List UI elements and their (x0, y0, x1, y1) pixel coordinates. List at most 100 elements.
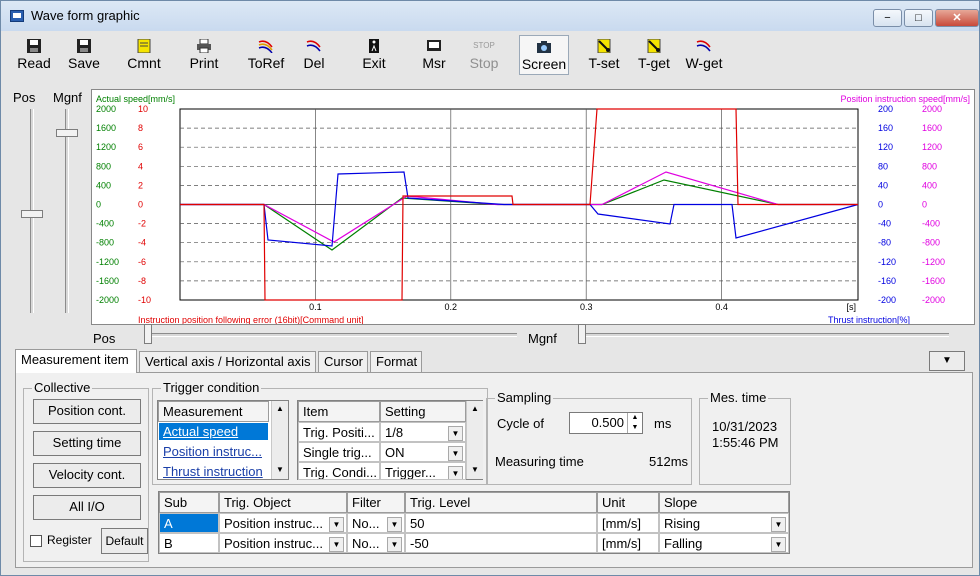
measurement-listbox[interactable]: Measurement Actual speed Position instru… (157, 400, 289, 480)
position-cont-button[interactable]: Position cont. (33, 399, 141, 424)
left-error-tick: 2 (138, 180, 143, 190)
left-axis-title: Actual speed[mm/s] (96, 94, 175, 104)
spin-up-icon[interactable]: ▲ (631, 414, 639, 421)
t-set-button[interactable]: T-set (581, 35, 627, 75)
scroll-down-icon[interactable]: ▼ (276, 465, 284, 474)
tab-menu-button[interactable]: ▼ (929, 351, 965, 371)
measurement-scrollbar[interactable]: ▲ ▼ (271, 401, 288, 479)
row-a-object[interactable]: Position instruc... ▼ (219, 513, 347, 533)
comment-button[interactable]: Cmnt (121, 35, 167, 75)
delete-button[interactable]: Del (291, 35, 337, 75)
row-b-filter-value: No... (352, 536, 380, 551)
restore-button[interactable]: □ (904, 9, 933, 27)
register-checkbox[interactable] (30, 535, 42, 547)
t-get-button[interactable]: T-get (631, 35, 677, 75)
row-b-slope[interactable]: Falling ▼ (659, 533, 789, 553)
read-button[interactable]: Read (11, 35, 57, 75)
setting-time-button[interactable]: Setting time (33, 431, 141, 456)
mgnf-vertical-slider-thumb[interactable] (56, 129, 78, 137)
to-ref-button[interactable]: ToRef (241, 35, 291, 75)
right-speed-tick: -1600 (922, 276, 945, 286)
chevron-down-icon[interactable]: ▼ (448, 446, 463, 461)
tab-vertical-horizontal-axis[interactable]: Vertical axis / Horizontal axis (139, 351, 316, 373)
trigger-set-icon (597, 39, 611, 53)
setting-trig-position[interactable]: 1/8 ▼ (380, 422, 466, 442)
cycle-spinner[interactable]: ▲ ▼ (627, 413, 642, 433)
row-b-filter[interactable]: No... ▼ (347, 533, 405, 553)
pos-vertical-slider-thumb[interactable] (21, 210, 43, 218)
all-io-button[interactable]: All I/O (33, 495, 141, 520)
print-button[interactable]: Print (181, 35, 227, 75)
row-a-unit: [mm/s] (597, 513, 659, 533)
row-a-level[interactable]: 50 (405, 513, 597, 533)
pos-horizontal-slider-thumb[interactable] (144, 324, 152, 344)
tab-format[interactable]: Format (370, 351, 422, 373)
row-b-level[interactable]: -50 (405, 533, 597, 553)
measuring-time-value: 512ms (649, 454, 689, 469)
pos-slider-label: Pos (13, 90, 36, 105)
tab-measurement-item[interactable]: Measurement item (15, 349, 137, 373)
stop-button[interactable]: STOP Stop (469, 41, 499, 71)
mgnf-horizontal-slider-label: Mgnf (528, 331, 557, 346)
setting-single-trig[interactable]: ON ▼ (380, 442, 466, 462)
chevron-down-icon[interactable]: ▼ (771, 537, 786, 552)
chevron-down-icon[interactable]: ▼ (329, 517, 344, 532)
save-button[interactable]: Save (61, 35, 107, 75)
spin-down-icon[interactable]: ▼ (631, 424, 639, 431)
scroll-up-icon[interactable]: ▲ (276, 404, 284, 413)
minimize-button[interactable]: − (873, 9, 902, 27)
measurement-item-position-instruction[interactable]: Position instruc... (163, 444, 262, 459)
sampling-title: Sampling (495, 390, 554, 405)
chevron-down-icon[interactable]: ▼ (448, 466, 463, 479)
settings-scrollbar[interactable]: ▲ ▼ (466, 401, 483, 479)
cycle-input[interactable]: 0.500 (569, 412, 643, 434)
error-trace (180, 108, 858, 301)
chevron-down-icon[interactable]: ▼ (771, 517, 786, 532)
close-button[interactable]: ✕ (935, 9, 979, 27)
chevron-down-icon[interactable]: ▼ (448, 426, 463, 441)
setting-header: Setting (380, 401, 466, 422)
row-a-sub[interactable]: A (159, 513, 219, 533)
measure-button[interactable]: Msr (411, 35, 457, 75)
left-error-tick: -2 (138, 219, 146, 229)
scroll-up-icon[interactable]: ▲ (471, 404, 479, 413)
left-speed-tick: -1200 (96, 257, 119, 267)
scroll-down-icon[interactable]: ▼ (471, 465, 479, 474)
left-error-tick: -8 (138, 276, 146, 286)
default-button[interactable]: Default (101, 528, 148, 554)
note-icon (137, 39, 151, 53)
waveform-get-icon (696, 40, 711, 52)
col-slope: Slope (659, 492, 789, 513)
waveform-graph[interactable]: 0.1 0.2 0.3 0.4 [s] Actual speed[mm/s] Positio… (91, 89, 975, 325)
mes-date: 10/31/2023 (712, 419, 778, 434)
floppy-save-icon (77, 39, 91, 53)
setting-trig-condition[interactable]: Trigger... ▼ (380, 462, 466, 480)
tab-cursor[interactable]: Cursor (318, 351, 368, 373)
row-b-sub[interactable]: B (159, 533, 219, 553)
pos-horizontal-slider[interactable] (147, 333, 517, 337)
chevron-down-icon[interactable]: ▼ (387, 517, 402, 532)
left-error-tick: -10 (138, 295, 151, 305)
w-get-button[interactable]: W-get (681, 35, 727, 75)
x-tick-label: 0.1 (309, 302, 322, 312)
velocity-cont-button[interactable]: Velocity cont. (33, 463, 141, 488)
chevron-down-icon[interactable]: ▼ (329, 537, 344, 552)
floppy-read-icon (27, 39, 41, 53)
row-a-slope[interactable]: Rising ▼ (659, 513, 789, 533)
measurement-item-thrust-instruction[interactable]: Thrust instruction (163, 464, 263, 479)
left-error-tick: 6 (138, 142, 143, 152)
waveform-ref-icon (258, 40, 273, 53)
mgnf-horizontal-slider-thumb[interactable] (578, 324, 586, 344)
left-error-tick: -6 (138, 257, 146, 267)
screen-button[interactable]: Screen (519, 35, 569, 75)
chevron-down-icon[interactable]: ▼ (387, 537, 402, 552)
mgnf-horizontal-slider[interactable] (581, 333, 949, 337)
exit-button[interactable]: Exit (351, 35, 397, 75)
mgnf-vertical-slider[interactable] (65, 109, 69, 313)
col-trig-level: Trig. Level (405, 492, 597, 513)
row-b-object[interactable]: Position instruc... ▼ (219, 533, 347, 553)
row-a-filter[interactable]: No... ▼ (347, 513, 405, 533)
measurement-item-actual-speed[interactable]: Actual speed (159, 423, 268, 440)
right-speed-tick: -800 (922, 238, 940, 248)
